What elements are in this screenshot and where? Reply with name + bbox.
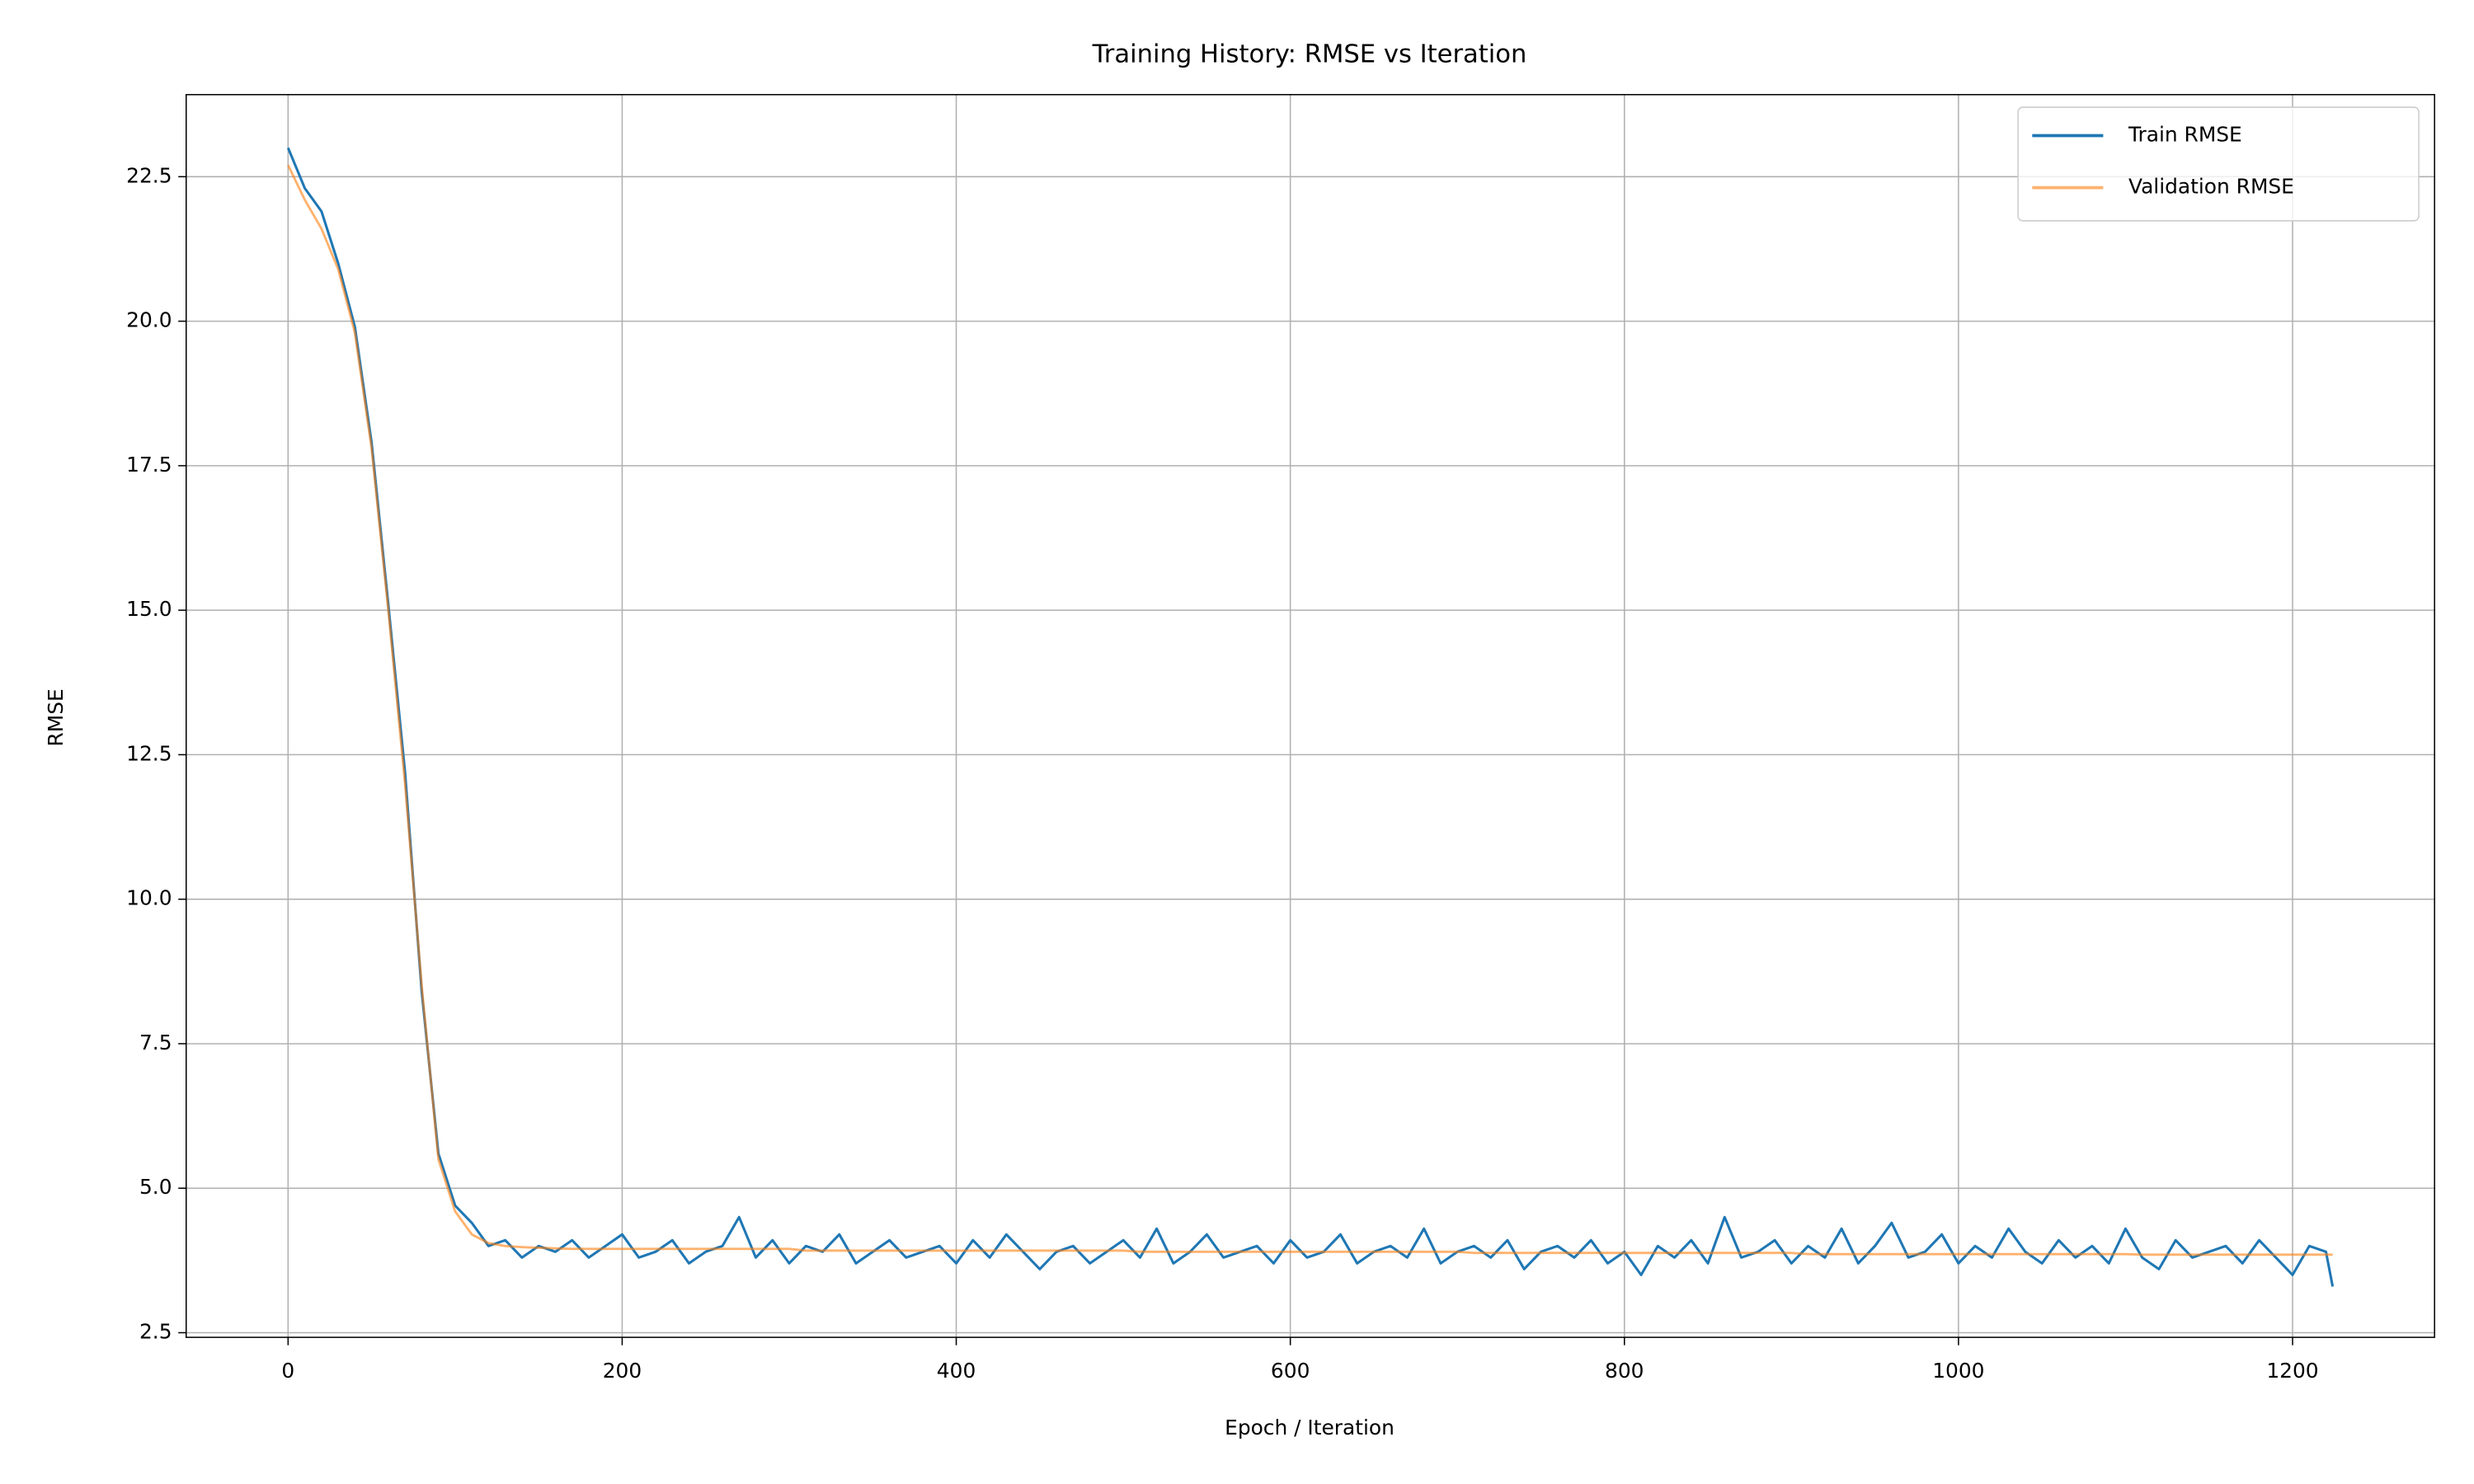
y-tick-label: 5.0 [139,1175,172,1199]
y-tick-label: 12.5 [126,741,172,765]
legend-label: Validation RMSE [2128,175,2294,199]
y-tick-label: 2.5 [139,1319,172,1343]
plot-frame [186,94,2435,1338]
y-tick-label: 10.0 [126,886,172,910]
chart-title: Training History: RMSE vs Iteration [1092,40,1527,68]
x-tick-label: 600 [1271,1359,1310,1383]
x-tick-label: 0 [281,1359,294,1383]
legend-label: Train RMSE [2128,123,2242,147]
x-axis-label: Epoch / Iteration [1225,1416,1395,1439]
x-tick-label: 200 [603,1359,642,1383]
y-axis-label: RMSE [44,688,68,746]
y-tick-label: 7.5 [139,1031,172,1054]
y-tick-label: 22.5 [126,163,172,187]
x-tick-label: 1000 [1932,1359,1984,1383]
x-tick-label: 800 [1605,1359,1644,1383]
x-tick-label: 1200 [2266,1359,2318,1383]
y-tick-label: 20.0 [126,308,172,332]
data-line [286,147,2335,1287]
data-line [287,164,2333,1256]
y-tick-label: 15.0 [126,597,172,621]
x-tick-label: 400 [937,1359,976,1383]
y-tick-label: 17.5 [126,453,172,477]
legend-box [2017,106,2420,222]
